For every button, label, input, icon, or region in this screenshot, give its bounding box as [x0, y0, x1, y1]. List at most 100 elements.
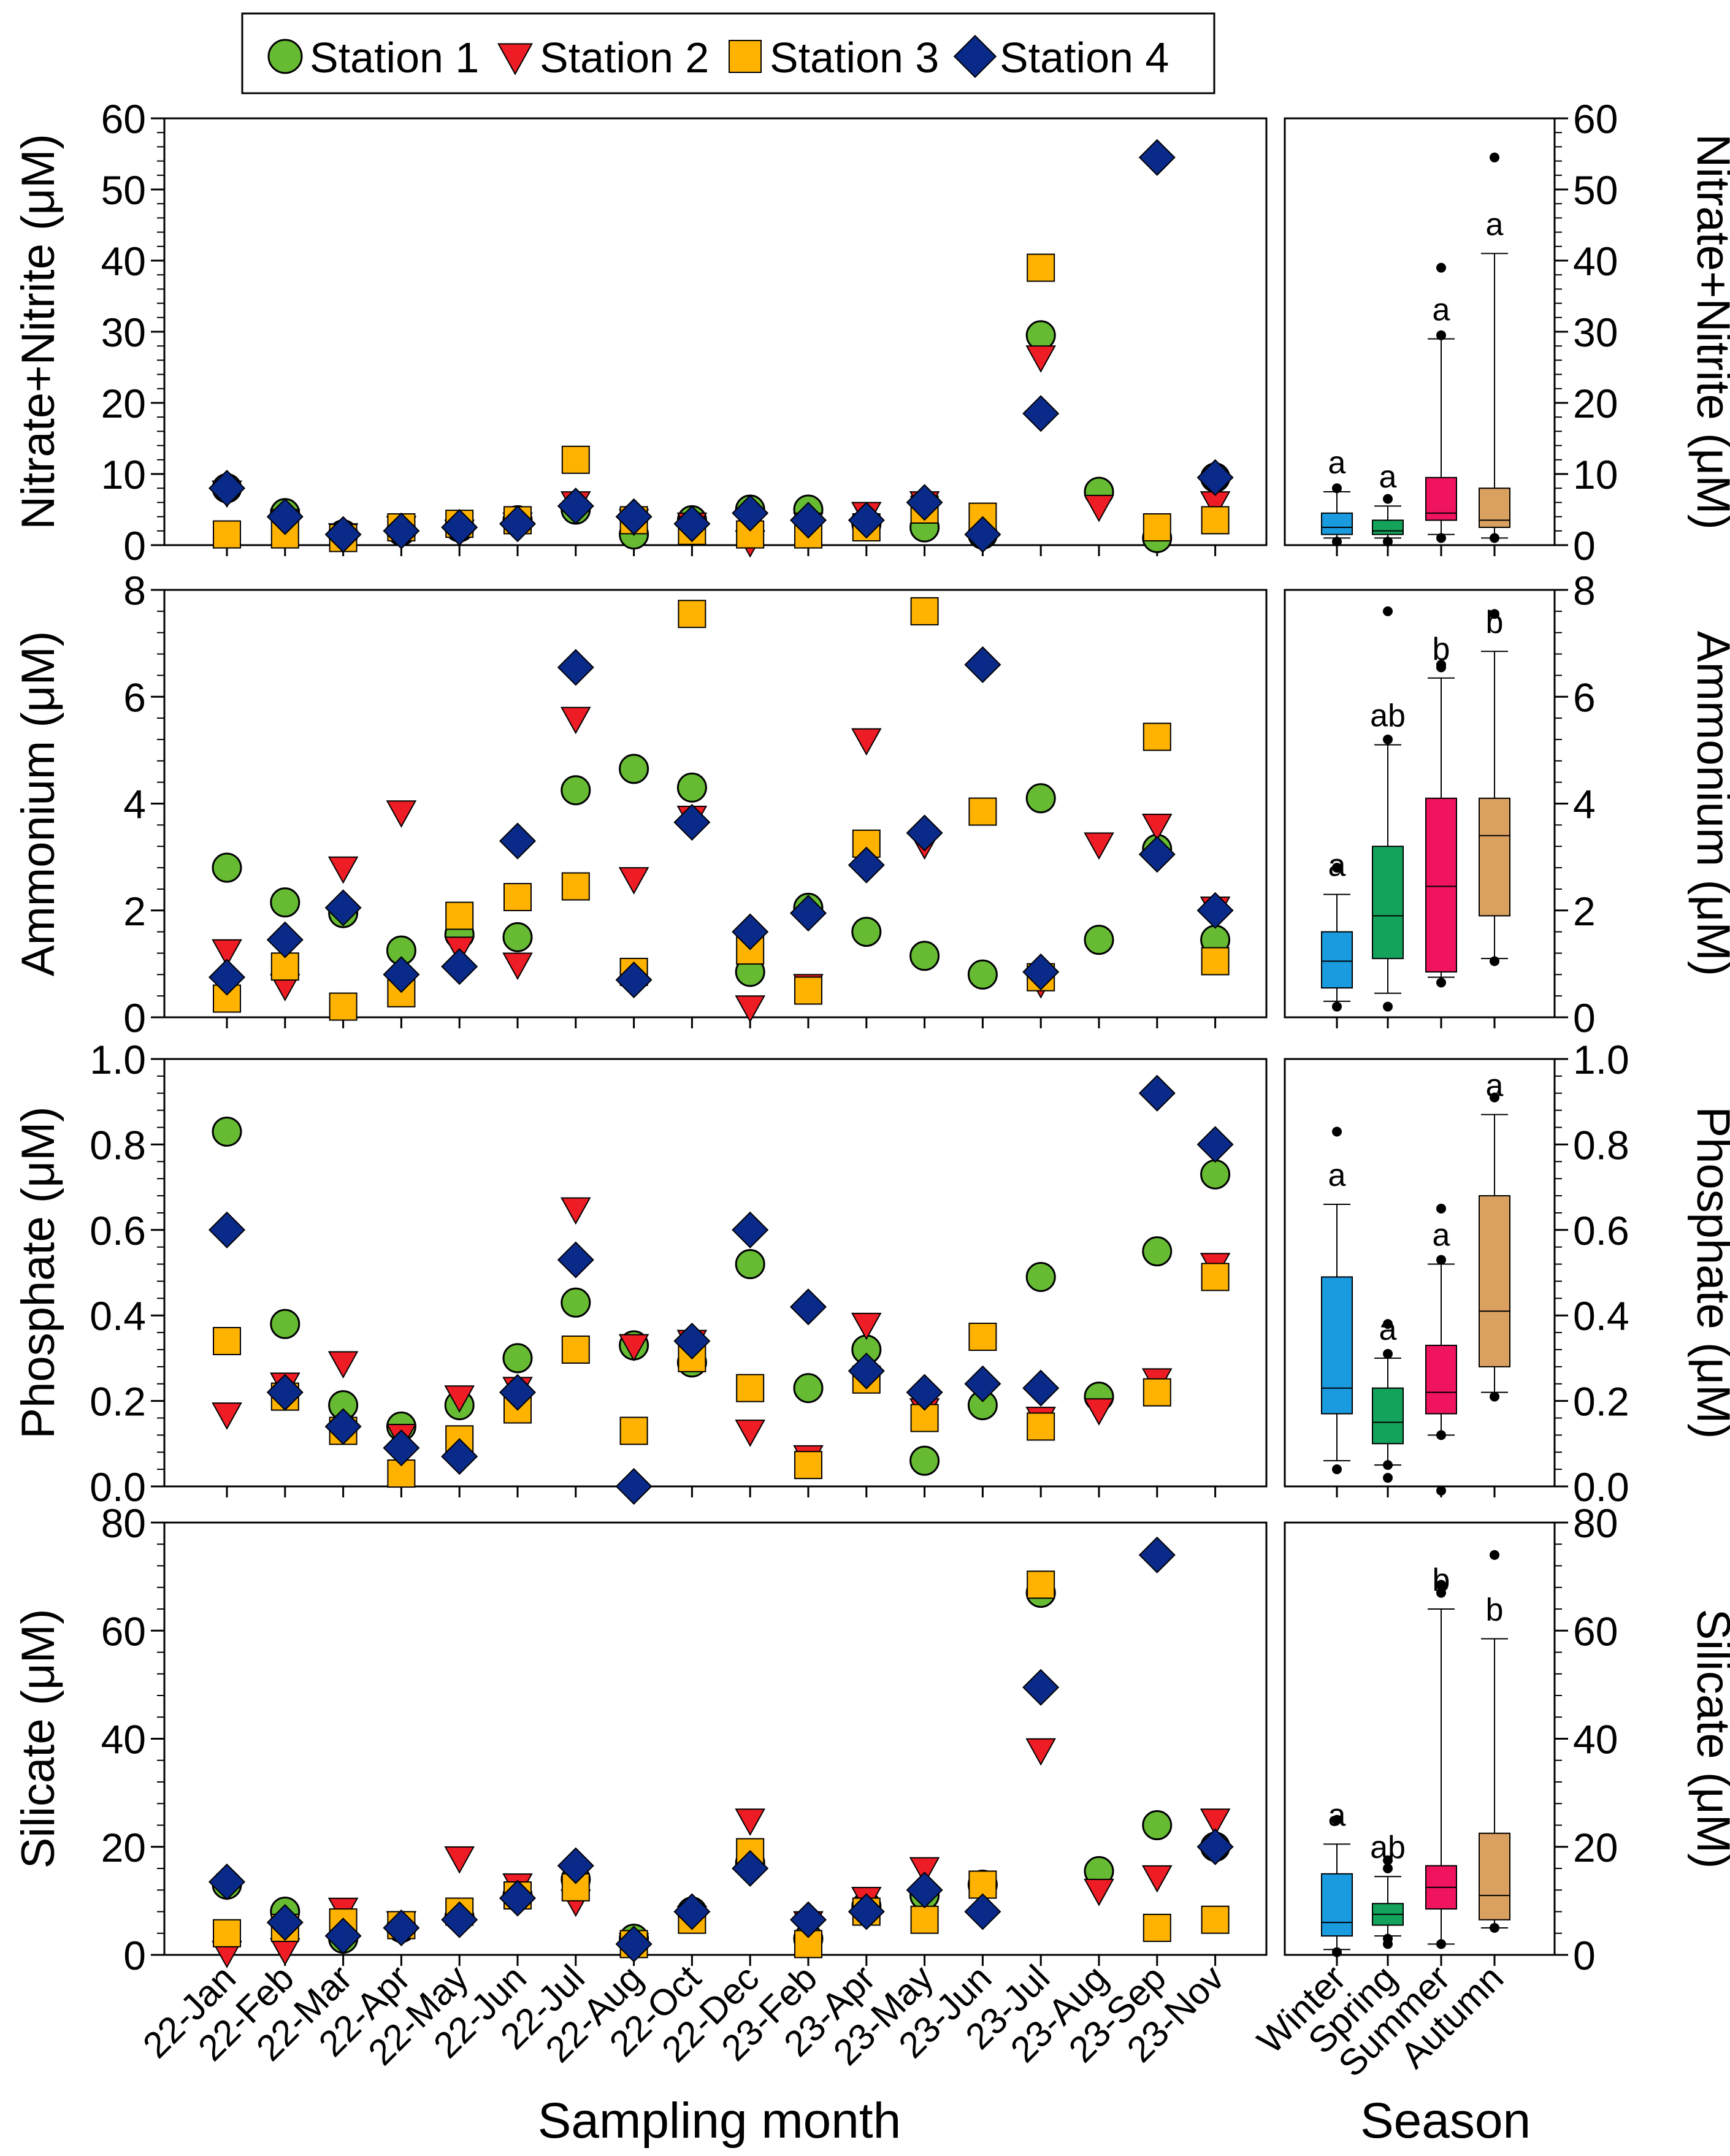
data-point-station-4-22-oct [673, 803, 711, 841]
data-point-station-4-22-dec [732, 494, 769, 532]
series-station-1 [212, 320, 1231, 553]
box-winter: a [1321, 1797, 1353, 1957]
outlier-point [1436, 1580, 1446, 1590]
series-station-4 [208, 139, 1234, 553]
box-summer: a [1425, 1203, 1457, 1496]
data-point-station-4-23-jun [964, 1365, 1001, 1402]
outlier-point [1383, 537, 1393, 547]
data-point-station-4-22-apr [383, 956, 420, 993]
data-point-station-3-22-aug [619, 1416, 648, 1445]
series-station-3 [213, 1263, 1230, 1488]
data-point-station-4-22-jun [499, 1374, 537, 1411]
legend-label-station-3: Station 3 [770, 34, 939, 82]
y-axis-label: Phosphate (μM) [12, 1106, 64, 1439]
season-y-tick-label: 80 [1573, 1500, 1618, 1546]
data-point-station-1-22-oct [676, 772, 707, 803]
significance-letter: a [1328, 1797, 1346, 1833]
data-point-station-4-23-jul [1022, 1369, 1060, 1407]
outlier-point [1383, 1864, 1393, 1873]
data-point-station-2-22-mar [327, 856, 359, 884]
data-point-station-4-22-mar [324, 1917, 362, 1955]
data-point-station-2-23-aug [1084, 1398, 1114, 1426]
data-point-station-2-22-may [444, 1385, 475, 1413]
data-point-station-2-23-aug [1084, 832, 1114, 860]
data-point-station-4-22-may [441, 1901, 478, 1938]
outlier-point [1436, 1203, 1446, 1214]
season-panel: 0.0 0.2 0.4 0.6 0.8 1.0 Phosphate (μM) a a a a [1284, 1037, 1730, 1510]
season-y-tick-label: 60 [1573, 96, 1618, 142]
data-point-station-4-22-jan [208, 1211, 246, 1248]
box-autumn: b [1479, 1550, 1510, 1933]
scatter-panel: 0 10 20 30 40 50 60 Nitrate+Nitrite (μM) [12, 96, 1268, 568]
data-point-station-4-23-jul [1022, 395, 1060, 432]
data-point-station-4-23-nov [1196, 459, 1234, 496]
outlier-point [1383, 1348, 1393, 1359]
data-point-station-4-22-jul [557, 649, 594, 686]
season-y-tick-label: 0 [1573, 1933, 1596, 1978]
series-station-4 [208, 646, 1234, 999]
data-point-station-4-23-jun [964, 1893, 1001, 1930]
data-point-station-4-22-jul [557, 487, 594, 525]
data-point-station-4-22-oct [673, 1893, 711, 1930]
season-y-tick-label: 40 [1573, 239, 1618, 284]
data-point-station-2-22-jan [212, 939, 242, 967]
outlier-point [1490, 956, 1499, 966]
significance-letter: a [1433, 292, 1450, 328]
data-point-station-2-22-jul [561, 1197, 591, 1225]
legend-marker-station-4 [953, 34, 997, 78]
iqr-box [1372, 1387, 1404, 1445]
box-winter: a [1321, 1126, 1353, 1475]
season-y-tick-label: 8 [1573, 568, 1596, 613]
data-point-station-1-22-jan [212, 1116, 242, 1147]
significance-letter: a [1379, 1312, 1397, 1347]
y-tick-label: 2 [123, 889, 146, 934]
x-axis-label-sampling-month: Sampling month [538, 2093, 901, 2149]
season-y-tick-label: 0.0 [1573, 1464, 1629, 1510]
data-point-station-2-22-apr [386, 800, 417, 828]
data-point-station-1-23-may [909, 941, 940, 971]
outlier-point [1383, 1933, 1393, 1944]
data-point-station-2-22-dec [735, 1420, 765, 1447]
outlier-point [1332, 537, 1342, 547]
significance-letter: b [1433, 632, 1450, 667]
y-axis-label: Ammonium (μM) [12, 631, 64, 976]
data-point-station-4-23-feb [789, 502, 827, 539]
data-point-station-3-23-sep [1142, 1378, 1171, 1407]
season-y-tick-label: 0.2 [1573, 1379, 1629, 1424]
outlier-point [1383, 734, 1393, 744]
y-tick-label: 0 [123, 1933, 146, 1978]
data-point-station-4-22-jun [499, 505, 537, 543]
season-y-tick-label: 50 [1573, 167, 1618, 213]
data-point-station-4-22-dec [732, 1849, 769, 1887]
data-point-station-2-22-jun [502, 952, 533, 981]
data-point-station-4-23-may [906, 814, 943, 852]
data-point-station-4-22-aug [615, 1925, 653, 1963]
outlier-point [1436, 533, 1446, 543]
outlier-point [1490, 609, 1499, 619]
series-station-4 [208, 1536, 1234, 1963]
data-point-station-1-23-jun [967, 959, 998, 990]
iqr-box [1425, 797, 1457, 973]
iqr-box [1479, 487, 1510, 529]
data-point-station-2-23-jul [1025, 345, 1056, 373]
y-tick-label: 0 [123, 523, 146, 568]
y-tick-label: 20 [101, 1825, 146, 1870]
significance-letter: a [1486, 207, 1504, 242]
series-station-2 [212, 1738, 1231, 1968]
season-y-axis-label: Ammonium (μM) [1687, 631, 1730, 976]
iqr-box [1321, 931, 1353, 989]
significance-letter: b [1486, 605, 1504, 640]
data-point-station-1-23-jul [1025, 320, 1056, 351]
box-spring: a [1372, 459, 1404, 547]
data-point-station-4-23-may [906, 1871, 943, 1909]
outlier-point [1490, 1092, 1499, 1103]
data-point-station-4-22-dec [732, 913, 769, 950]
data-point-station-4-22-apr [383, 1429, 420, 1467]
data-point-station-1-23-may [909, 1445, 940, 1476]
data-point-station-3-22-mar [329, 992, 358, 1021]
season-y-tick-label: 30 [1573, 310, 1618, 355]
